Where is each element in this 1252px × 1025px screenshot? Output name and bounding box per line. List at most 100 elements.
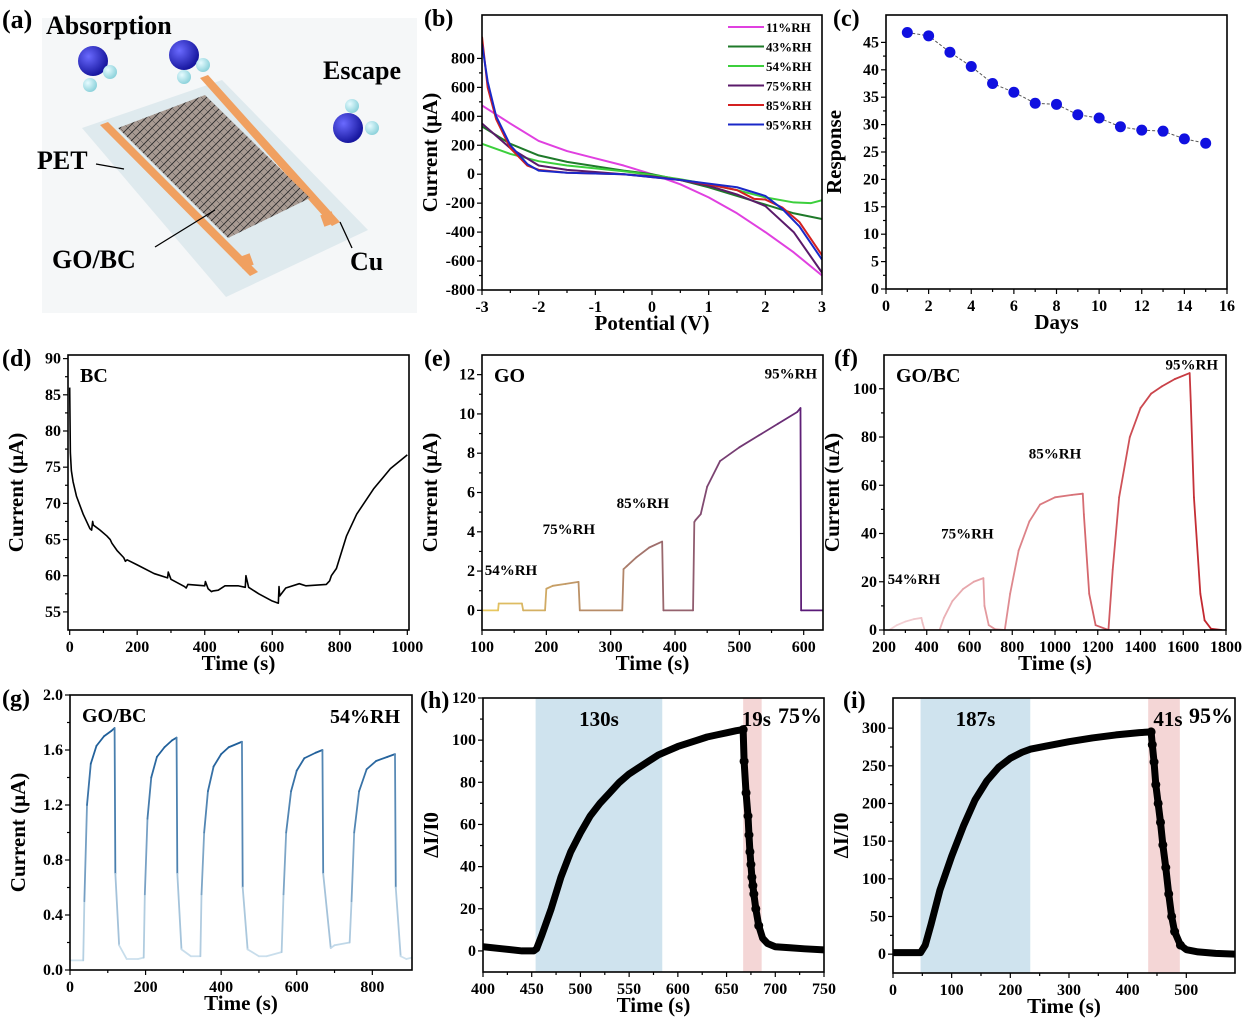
x-axis-label: Time (s) xyxy=(204,991,278,1015)
panel-label-c: (c) xyxy=(833,6,860,32)
x-tick-label: 500 xyxy=(568,981,592,998)
series-bc xyxy=(68,387,408,605)
x-axis-label: Time (s) xyxy=(202,651,276,675)
series-go xyxy=(482,407,823,612)
y-tick-label: 45 xyxy=(863,34,879,51)
line-segment xyxy=(227,740,243,749)
rh-label: 85%RH xyxy=(617,496,670,512)
data-point xyxy=(738,725,748,735)
line-segment xyxy=(1203,619,1212,630)
line-segment xyxy=(904,618,915,623)
x-tick-label: 600 xyxy=(666,981,690,998)
y-tick-label: 35 xyxy=(863,89,879,106)
x-tick-label: 750 xyxy=(812,981,836,998)
line-segment xyxy=(321,749,325,875)
series-response xyxy=(901,27,1212,149)
line-segment xyxy=(1088,592,1097,627)
panel-label-f: (f) xyxy=(834,346,858,372)
line-segment xyxy=(1150,385,1163,395)
x-tick-label: 100 xyxy=(940,982,964,999)
gobc-film xyxy=(118,95,310,238)
x-tick-label: 650 xyxy=(715,981,739,998)
x-tick-label: 200 xyxy=(872,639,896,656)
plot-area-c xyxy=(901,27,1212,149)
x-tick-label: 400 xyxy=(209,979,233,996)
data-point xyxy=(1029,97,1041,109)
y-tick-label: 60 xyxy=(861,477,877,494)
x-tick-label: 300 xyxy=(1057,982,1081,999)
line-segment xyxy=(921,621,926,630)
connector-line xyxy=(907,32,1206,144)
y-tick-label: -600 xyxy=(446,253,475,270)
y-tick-label: 0.8 xyxy=(43,852,63,869)
x-tick-label: 4 xyxy=(967,298,975,315)
line-segment xyxy=(757,422,779,437)
axes-frame xyxy=(885,14,1228,290)
y-tick-label: 20 xyxy=(863,171,879,188)
x-tick-label: 550 xyxy=(617,981,641,998)
rh-label: 75%RH xyxy=(543,522,596,538)
line-segment xyxy=(497,602,500,612)
line-segment xyxy=(1009,549,1020,595)
y-tick-label: 0 xyxy=(871,281,879,298)
y-tick-label: 800 xyxy=(451,50,475,67)
y-axis-label: ΔI/I0 xyxy=(829,813,853,859)
line-segment xyxy=(1094,624,1110,630)
condition-label: 54%RH xyxy=(330,706,400,728)
x-tick-label: 400 xyxy=(471,981,495,998)
data-point xyxy=(1093,112,1105,124)
line-segment xyxy=(1054,494,1073,499)
y-tick-label: 0 xyxy=(869,622,877,639)
data-point xyxy=(1157,125,1169,137)
axes-frame xyxy=(892,697,1236,974)
x-tick-label: 800 xyxy=(328,639,352,656)
y-axis-label: Response xyxy=(822,110,846,194)
data-point xyxy=(746,860,756,870)
data-point xyxy=(1161,863,1171,873)
plot-area-e xyxy=(482,407,823,612)
x-tick-label: 800 xyxy=(360,979,384,996)
panel-label-h: (h) xyxy=(420,688,449,714)
rh-label: 95%RH xyxy=(1166,357,1219,373)
cu-electrode-left xyxy=(100,122,258,276)
line-segment xyxy=(1028,503,1041,523)
y-tick-label: 400 xyxy=(451,108,475,125)
y-tick-label: 8 xyxy=(467,445,475,462)
y-tick-label: 0 xyxy=(878,946,886,963)
x-tick-label: 600 xyxy=(285,979,309,996)
line-segment xyxy=(200,831,206,896)
line-segment xyxy=(322,872,332,949)
line-segment xyxy=(1071,492,1084,496)
x-tick-label: 200 xyxy=(998,982,1022,999)
cu-pad-left xyxy=(238,253,254,269)
data-point xyxy=(1175,940,1185,950)
line-segment xyxy=(987,624,997,630)
chart-b: (b) -3 -2 -1 0 1 2 3 -800 -600 -400 -200 0 200 400 600 8… xyxy=(418,6,826,335)
line-segment xyxy=(241,740,244,889)
line-segment xyxy=(113,727,117,875)
y-axis-label: Current (μA) xyxy=(418,433,442,552)
y-tick-label: 85 xyxy=(45,387,61,404)
line-segment xyxy=(938,617,945,630)
y-tick-label: 5 xyxy=(871,254,879,271)
rh-label: 95%RH xyxy=(765,367,818,383)
panel-label-e: (e) xyxy=(424,346,451,372)
sample-annotation: GO xyxy=(494,365,525,387)
water-molecule-1 xyxy=(78,46,117,92)
line-segment xyxy=(358,768,368,793)
x-tick-label: 0 xyxy=(889,982,897,999)
rh-label: 54%RH xyxy=(485,563,538,579)
axes-frame xyxy=(67,354,410,631)
line-segment xyxy=(621,568,625,612)
y-axis-label: ΔI/I0 xyxy=(419,812,443,858)
x-tick-label: 6 xyxy=(1010,298,1018,315)
legend: 11%RH 43%RH 54%RH 75%RH 85%RH 95%RH xyxy=(728,20,812,133)
shaded-region-label: 187s xyxy=(956,707,996,731)
line-segment xyxy=(1082,513,1091,595)
x-tick-label: 450 xyxy=(520,981,544,998)
x-tick-label: 2 xyxy=(925,298,933,315)
x-tick-label: 0 xyxy=(66,639,74,656)
line-segment xyxy=(895,620,907,627)
line-segment xyxy=(1118,436,1131,499)
line-segment xyxy=(365,760,377,771)
